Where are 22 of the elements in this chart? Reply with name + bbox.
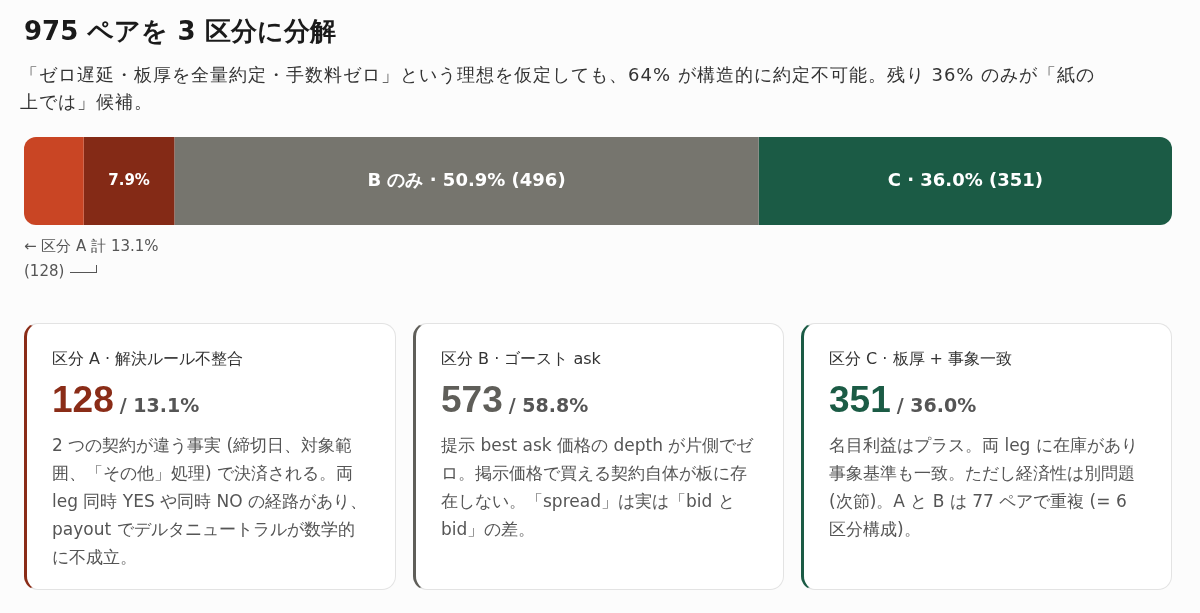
text: / 58.8%	[508, 394, 589, 416]
data-label: B のみ · 50.9% (496)	[367, 168, 566, 190]
text: 提示 best ask 価格の depth が片側でゼロ。掲示価格で買える契約自体が板に存在しない。「spread」は実は「bid と bid」の差。	[441, 434, 755, 541]
text: / 13.1%	[119, 394, 200, 416]
text: 2 つの契約が違う事実 (締切日、対象範囲、「その他」処理) で決済される。両 leg 同時 YES や同時 NO の経路があり、payout でデルタニュートラルが数学的に不成立。	[52, 434, 368, 569]
data-label: C · 36.0% (351)	[887, 168, 1044, 190]
text: 区分 C · 板厚 + 事象一致	[829, 348, 1014, 370]
chart-subtitle: 「ゼロ遅延・板厚を全量約定・手数料ゼロ」という理想を仮定しても、64% が構造的に約定不可能。残り 36% のみが「紙の上では」候補。	[20, 63, 1097, 114]
text: 名目利益はプラス。両 leg に在庫があり事象基準も一致。ただし経済性は別問題 (次節)。A と B は 77 ペアで重複 (= 6 区分構成)。	[829, 434, 1139, 541]
text: 区分 B · ゴースト ask	[441, 348, 602, 370]
text: ← 区分 A 計 13.1% (128)	[24, 237, 159, 280]
data-label: 7.9%	[108, 170, 150, 189]
bar	[83, 137, 175, 225]
text: 573	[441, 379, 503, 420]
text: / 36.0%	[896, 394, 977, 416]
bar	[24, 137, 84, 225]
text: 区分 A · 解決ルール不整合	[52, 348, 245, 370]
text: 128	[52, 379, 114, 420]
bar	[758, 137, 1172, 225]
bar	[174, 137, 759, 225]
chart-title: 975 ペアを 3 区分に分解	[24, 15, 336, 48]
text: 351	[829, 379, 891, 420]
